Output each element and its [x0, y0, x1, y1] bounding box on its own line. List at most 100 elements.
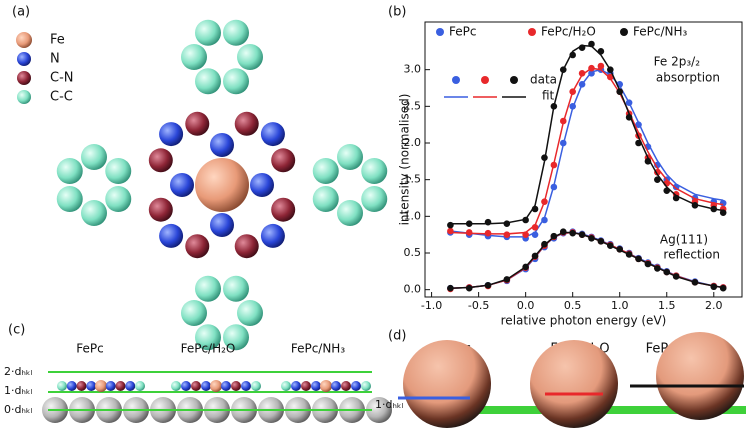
- data-point: [719, 284, 727, 292]
- legend-label: C-C: [50, 90, 73, 105]
- data-point: [607, 73, 614, 81]
- data-point: [484, 229, 492, 237]
- atom: [148, 197, 173, 222]
- atom: [223, 275, 249, 302]
- x-tick-label: 1.5: [658, 299, 676, 312]
- data-point: [672, 194, 680, 202]
- x-axis-label: relative photon energy (eV): [501, 314, 667, 328]
- level-label: 0·dₕₖₗ: [4, 403, 33, 416]
- molecule-atom: [331, 381, 341, 391]
- annotation: data: [530, 73, 557, 87]
- atom: [312, 186, 339, 212]
- data-point: [559, 66, 567, 73]
- atom: [185, 111, 210, 136]
- data-point: [541, 216, 548, 224]
- data-point: [588, 235, 595, 242]
- y-tick-label: 2.0: [404, 136, 422, 149]
- plot-frame: [424, 21, 743, 298]
- data-point: [578, 70, 586, 77]
- molecule-atom: [66, 381, 77, 391]
- fit-line: [450, 67, 724, 235]
- chart-panel: -1.0 -0.5 0.0 0.5 1.0 1.5 2.0 0.0 0.5 1.0 1.5 2.0 2.…: [398, 21, 743, 328]
- atom: [56, 158, 83, 184]
- data-point: [550, 232, 558, 240]
- data-point: [569, 229, 576, 237]
- data-point: [719, 209, 727, 216]
- data-point: [522, 216, 529, 224]
- data-point: [569, 88, 576, 95]
- atom: [361, 158, 388, 184]
- molecule-atom: [171, 381, 181, 391]
- molecule-atom: [251, 381, 261, 391]
- data-point: [691, 202, 699, 209]
- molecule-atom: [231, 381, 241, 391]
- data-point: [503, 276, 511, 283]
- atom: [223, 324, 249, 351]
- molecule-atom: [320, 380, 332, 392]
- data-point: [484, 218, 492, 226]
- atom: [361, 186, 388, 212]
- atom: [159, 223, 184, 248]
- x-tick-label: 0.0: [517, 299, 535, 312]
- data-point: [644, 158, 652, 165]
- y-tick-label: 1.0: [404, 209, 422, 222]
- data-point: [588, 64, 595, 72]
- molecule-atom: [105, 381, 116, 391]
- fe-atom: [403, 340, 491, 428]
- molecule-atom: [191, 381, 201, 391]
- atom: [337, 200, 363, 226]
- data-point: [447, 221, 454, 229]
- data-point: [635, 255, 642, 263]
- data-point: [531, 224, 539, 231]
- x-tick-label: -0.5: [468, 299, 489, 312]
- molecule-atom: [341, 381, 351, 391]
- data-point: [719, 199, 727, 207]
- legend-atom: [16, 32, 32, 48]
- data-point: [465, 220, 473, 227]
- data-point: [635, 139, 642, 147]
- data-point: [550, 183, 558, 191]
- molecule-atom: [181, 381, 191, 391]
- data-point: [588, 70, 595, 77]
- data-point: [465, 284, 473, 292]
- x-tick-label: -1.0: [421, 299, 442, 312]
- data-point: [644, 260, 652, 268]
- data-point: [635, 121, 642, 128]
- level-label: 1·dₕₖₗ: [4, 384, 33, 397]
- y-tick-label: 1.5: [404, 173, 422, 186]
- atom: [195, 68, 221, 95]
- atom: [105, 186, 132, 212]
- data-point: [663, 187, 671, 194]
- data-point: [616, 88, 624, 95]
- molecule-atom: [311, 381, 321, 391]
- data-point: [522, 263, 529, 271]
- legend-marker: [528, 28, 536, 36]
- legend-marker: [620, 28, 628, 36]
- molecule-atom: [125, 381, 136, 391]
- atom: [250, 173, 274, 197]
- data-point: [531, 252, 539, 260]
- y-tick-label: 0.0: [404, 283, 422, 296]
- legend-marker: [481, 76, 489, 84]
- legend-marker: [436, 28, 444, 36]
- molecule-atom: [241, 381, 251, 391]
- molecule-atom: [115, 381, 126, 391]
- molecule-atom: [76, 381, 87, 391]
- level-label: 2·dₕₖₗ: [4, 365, 33, 378]
- legend-label: C-N: [50, 71, 74, 86]
- data-point: [710, 205, 718, 213]
- sample-label: FePc/H₂O: [181, 342, 236, 356]
- annotation: Fe 2p₃/₂: [654, 55, 701, 69]
- data-point: [503, 231, 511, 238]
- atom: [159, 122, 184, 147]
- data-point: [503, 220, 511, 227]
- data-point: [531, 205, 539, 213]
- data-point: [569, 51, 576, 59]
- atom: [195, 324, 221, 351]
- data-point: [447, 227, 454, 235]
- atom: [237, 44, 263, 70]
- atom: [170, 173, 194, 197]
- legend-label: FePc/NH₃: [633, 25, 688, 39]
- legend-marker: [452, 76, 460, 84]
